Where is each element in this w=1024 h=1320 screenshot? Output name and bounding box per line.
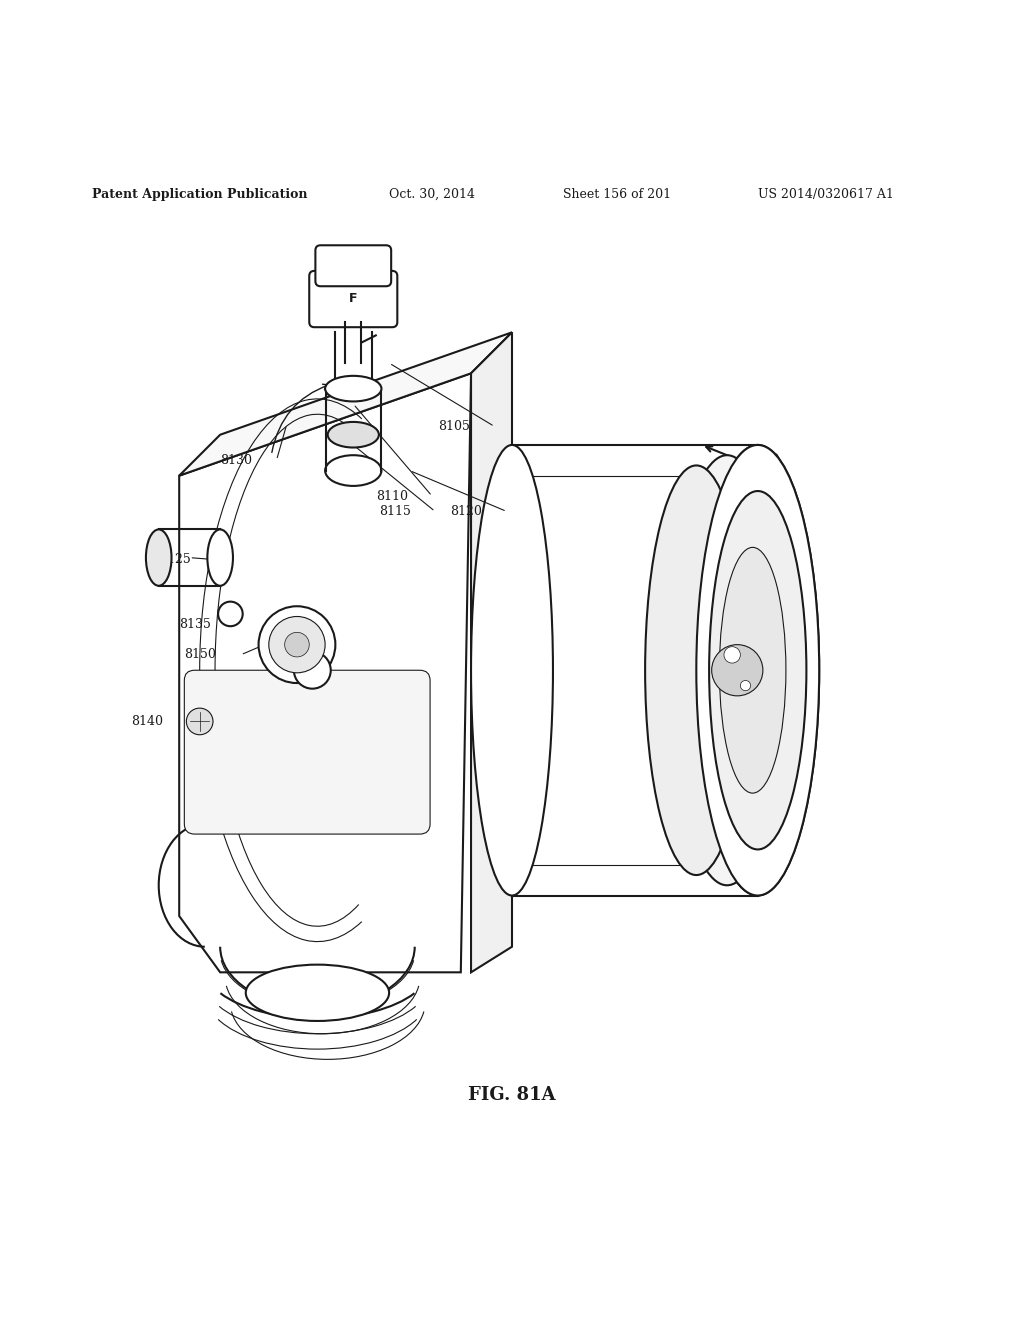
Text: 8140: 8140	[131, 715, 163, 727]
Ellipse shape	[696, 445, 819, 895]
Ellipse shape	[268, 616, 326, 673]
Text: Patent Application Publication: Patent Application Publication	[92, 187, 307, 201]
Ellipse shape	[328, 422, 379, 447]
FancyBboxPatch shape	[184, 671, 430, 834]
Text: FIG. 81A: FIG. 81A	[468, 1086, 556, 1105]
Ellipse shape	[325, 376, 381, 401]
Text: 8100: 8100	[737, 453, 780, 467]
Text: 8115: 8115	[379, 506, 411, 517]
Text: 8150: 8150	[184, 648, 216, 661]
Text: 8110: 8110	[376, 490, 408, 503]
Ellipse shape	[246, 965, 389, 1020]
PathPatch shape	[179, 333, 512, 475]
Text: 8105: 8105	[438, 420, 470, 433]
Circle shape	[740, 681, 751, 690]
FancyBboxPatch shape	[309, 271, 397, 327]
Text: 8135: 8135	[179, 618, 211, 631]
Ellipse shape	[471, 445, 553, 895]
Text: US 2014/0320617 A1: US 2014/0320617 A1	[758, 187, 894, 201]
Circle shape	[712, 644, 763, 696]
Circle shape	[186, 708, 213, 735]
Ellipse shape	[709, 491, 807, 850]
Text: 8145: 8145	[727, 612, 759, 626]
Ellipse shape	[696, 445, 819, 895]
Ellipse shape	[145, 529, 172, 586]
Ellipse shape	[207, 529, 233, 586]
Circle shape	[218, 602, 243, 626]
Circle shape	[285, 632, 309, 657]
Ellipse shape	[645, 466, 748, 875]
PathPatch shape	[179, 374, 471, 973]
Ellipse shape	[719, 548, 786, 793]
Ellipse shape	[671, 455, 783, 886]
Circle shape	[724, 647, 740, 663]
Ellipse shape	[258, 606, 335, 682]
Text: F: F	[349, 292, 357, 305]
Text: 8125: 8125	[159, 553, 190, 566]
Text: Sheet 156 of 201: Sheet 156 of 201	[563, 187, 672, 201]
FancyBboxPatch shape	[315, 246, 391, 286]
Text: 8130: 8130	[220, 454, 252, 467]
Ellipse shape	[325, 455, 381, 486]
Text: 8120: 8120	[451, 506, 482, 517]
Circle shape	[294, 652, 331, 689]
Text: Oct. 30, 2014: Oct. 30, 2014	[389, 187, 475, 201]
PathPatch shape	[471, 333, 512, 973]
